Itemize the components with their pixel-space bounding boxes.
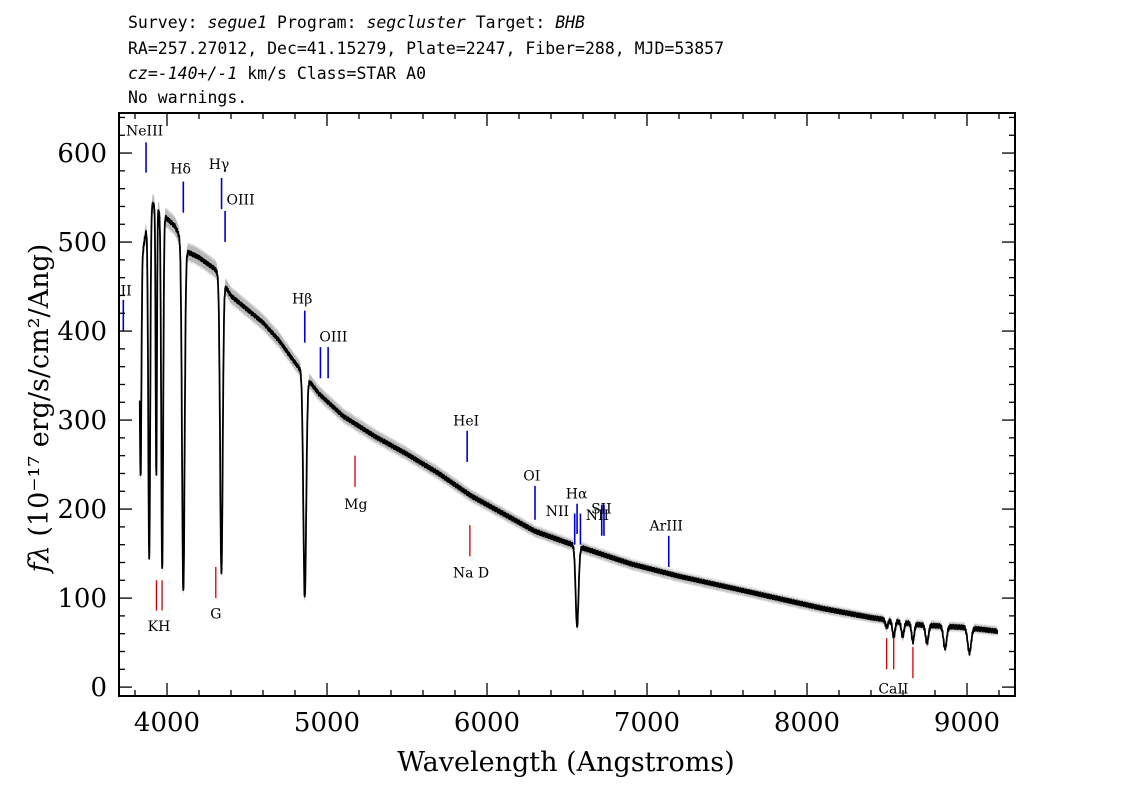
y-tick-label: 300 [57, 406, 107, 436]
x-tick-label: 9000 [934, 708, 1000, 738]
error-band-layer [139, 193, 998, 659]
x-tick-label: 8000 [774, 708, 840, 738]
line-label: ArIII [648, 518, 682, 534]
y-axis-symbol: fλ [24, 537, 55, 575]
line-label: G [210, 607, 221, 623]
header-line-redshift: cz=-140+/-1 km/s Class=STAR A0 [128, 64, 426, 83]
line-label: Hβ [292, 291, 312, 307]
line-label: Hα [566, 486, 588, 502]
class-value: km/s Class=STAR A0 [237, 64, 427, 83]
target-label: Target: [465, 13, 556, 32]
program-value: segcluster [366, 13, 466, 32]
y-tick-label: 600 [57, 139, 107, 169]
x-tick-label: 5000 [294, 708, 360, 738]
spectrum-line [138, 201, 999, 656]
line-label: II [121, 283, 132, 299]
line-markers-layer [122, 142, 914, 679]
line-label: NeIII [126, 123, 163, 139]
line-label: SII [591, 502, 612, 518]
line-label: OIII [227, 193, 255, 209]
line-label: NII [586, 508, 609, 524]
spectrum-layer [138, 201, 999, 656]
line-label: Hγ [209, 157, 230, 173]
x-tick-label: 7000 [614, 708, 680, 738]
plot-frame [118, 112, 1016, 697]
line-label: OI [523, 469, 540, 485]
x-tick-label: 4000 [134, 708, 200, 738]
axes-layer: 4000 5000 6000 7000 8000 9000 0 100 200 300 400 500… [57, 112, 1016, 738]
line-label: HeI [453, 413, 479, 429]
line-label: Mg [344, 497, 367, 513]
header-line-coordinates: RA=257.27012, Dec=41.15279, Plate=2247, … [128, 39, 725, 58]
x-tick-label: 6000 [454, 708, 520, 738]
y-tick-label: 200 [57, 495, 107, 525]
survey-value: segue1 [207, 13, 268, 32]
x-axis-label: Wavelength (Angstroms) [397, 747, 734, 778]
line-label: Na D [453, 566, 489, 582]
line-label: CaII [878, 681, 908, 697]
survey-label: Survey: [128, 13, 208, 32]
y-axis-units: (10⁻¹⁷ erg/s/cm²/Ang) [24, 244, 55, 537]
y-axis-label: fλ (10⁻¹⁷ erg/s/cm²/Ang) [24, 244, 55, 575]
line-label: Hδ [170, 162, 191, 178]
target-value: BHB [555, 13, 585, 32]
line-label: NII [546, 504, 569, 520]
program-label: Program: [267, 13, 367, 32]
line-label: KH [148, 619, 171, 635]
header-line-survey: Survey: segue1 Program: segcluster Targe… [128, 13, 585, 32]
error-band [139, 193, 998, 659]
y-tick-label: 0 [90, 673, 107, 703]
y-tick-label: 400 [57, 317, 107, 347]
y-tick-label: 500 [57, 228, 107, 258]
header-line-warnings: No warnings. [128, 88, 248, 107]
line-label: OIII [319, 330, 347, 346]
y-tick-label: 100 [57, 584, 107, 614]
cz-value: cz=-140+/-1 [128, 64, 238, 83]
